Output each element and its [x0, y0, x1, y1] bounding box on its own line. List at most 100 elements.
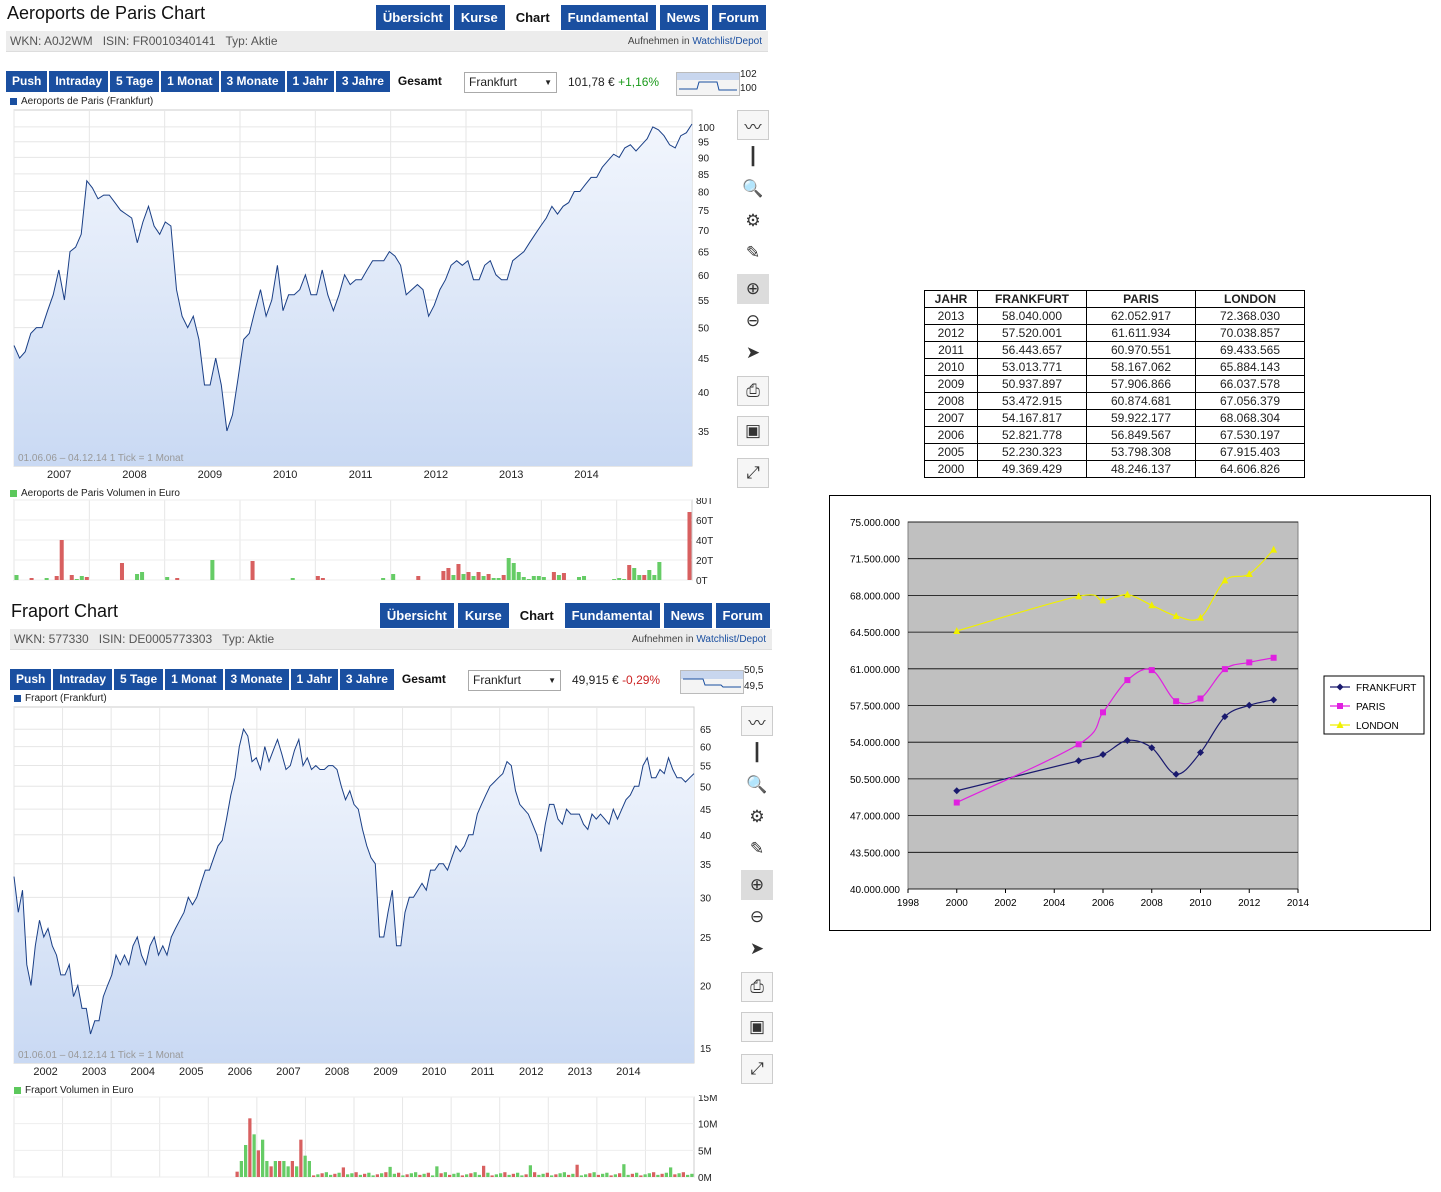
tab-chart[interactable]: Chart: [512, 603, 561, 628]
gears-icon[interactable]: ⚙: [749, 807, 765, 826]
bar-chart-icon[interactable]: ┃: [747, 147, 759, 166]
range-gesamt[interactable]: Gesamt: [391, 71, 448, 92]
bar-chart-icon[interactable]: ┃: [751, 743, 763, 762]
y-tick-label: 57.500.000: [850, 702, 900, 713]
range-push[interactable]: Push: [6, 71, 48, 92]
tab-news[interactable]: News: [663, 603, 712, 628]
pointer-icon[interactable]: ➤: [749, 939, 765, 958]
print-icon[interactable]: ⎙: [741, 972, 773, 1002]
expand-icon[interactable]: ⤢: [741, 1054, 773, 1084]
legend-label: FRANKFURT: [1356, 683, 1416, 694]
range-3-monate[interactable]: 3 Monate: [224, 669, 289, 690]
magnify-select-icon[interactable]: 🔍: [742, 179, 764, 198]
volume-bar: [307, 1161, 311, 1177]
data-point: [1148, 667, 1155, 674]
magnify-select-icon[interactable]: 🔍: [746, 775, 768, 794]
x-tick-label: 2000: [946, 898, 969, 909]
exchange-select[interactable]: Frankfurt ▼: [464, 72, 557, 93]
volume-bar: [562, 1172, 566, 1177]
tab-uebersicht[interactable]: Übersicht: [379, 603, 454, 628]
table-row: 2012 57.520.001 61.611.934 70.038.857: [924, 324, 1305, 342]
ruler-icon[interactable]: ✎: [749, 839, 765, 858]
range-3-jahre[interactable]: 3 Jahre: [335, 71, 390, 92]
y-tick-label: 35: [700, 860, 712, 871]
watchlist-link[interactable]: Watchlist/Depot: [692, 36, 762, 47]
tab-kurse[interactable]: Kurse: [453, 5, 505, 30]
range-5-tage[interactable]: 5 Tage: [114, 669, 164, 690]
save-icon[interactable]: ▣: [737, 416, 769, 446]
gears-icon[interactable]: ⚙: [745, 211, 761, 230]
volume-bar: [686, 1174, 690, 1177]
line-chart-icon[interactable]: 〰: [737, 110, 769, 140]
print-icon[interactable]: ⎙: [737, 376, 769, 406]
volume-bar: [494, 1174, 498, 1177]
x-tick-label: 2011: [349, 469, 373, 481]
tab-kurse[interactable]: Kurse: [457, 603, 509, 628]
data-point: [1245, 701, 1253, 709]
table-cell: 2013: [924, 307, 978, 325]
tab-fundamental[interactable]: Fundamental: [560, 5, 656, 30]
tab-news[interactable]: News: [659, 5, 708, 30]
range-1-jahr[interactable]: 1 Jahr: [290, 669, 338, 690]
security-info-bar: WKN: 577330 ISIN: DE0005773303 Typ: Akti…: [10, 629, 772, 650]
volume-bar: [14, 575, 19, 580]
range-gesamt[interactable]: Gesamt: [395, 669, 452, 690]
table-cell: 67.530.197: [1195, 426, 1305, 444]
ruler-icon[interactable]: ✎: [745, 243, 761, 262]
volume-bar: [451, 575, 456, 580]
volume-bar: [256, 1150, 260, 1177]
volume-bar: [551, 572, 556, 580]
zoom-in-icon[interactable]: ⊕: [741, 870, 773, 900]
column-header: PARIS: [1086, 290, 1196, 308]
range-3-jahre[interactable]: 3 Jahre: [339, 669, 394, 690]
tab-fundamental[interactable]: Fundamental: [564, 603, 660, 628]
volume-bar: [422, 1173, 426, 1177]
range-intraday[interactable]: Intraday: [53, 669, 113, 690]
volume-bar: [471, 576, 476, 580]
volume-bar: [652, 1172, 656, 1177]
x-tick-label: 2002: [33, 1066, 57, 1078]
volume-bar: [506, 558, 511, 580]
volume-bar: [441, 571, 446, 580]
volume-bar: [446, 568, 451, 580]
volume-bar: [643, 1174, 647, 1177]
price-chart: 35 40 45 50 55 60 65 70 75 80 85 90 95 100 01.06.06 – …: [13, 109, 715, 481]
range-5-tage[interactable]: 5 Tage: [110, 71, 160, 92]
zoom-out-icon[interactable]: ⊖: [745, 311, 761, 330]
range-1-jahr[interactable]: 1 Jahr: [286, 71, 334, 92]
range-push[interactable]: Push: [10, 669, 52, 690]
range-3-monate[interactable]: 3 Monate: [220, 71, 285, 92]
volume-bar: [312, 1175, 316, 1177]
pointer-icon[interactable]: ➤: [745, 343, 761, 362]
tab-uebersicht[interactable]: Übersicht: [375, 5, 450, 30]
y-tick-label: 60: [700, 743, 712, 754]
range-intraday[interactable]: Intraday: [49, 71, 109, 92]
price-line: [13, 727, 695, 1035]
line-chart-icon[interactable]: 〰: [741, 706, 773, 736]
y-tick-label: 50: [700, 782, 712, 793]
volume-bar: [346, 1174, 350, 1177]
table-cell: 69.433.565: [1195, 341, 1305, 359]
tab-chart[interactable]: Chart: [508, 5, 557, 30]
volume-bar: [69, 575, 74, 580]
range-1-monat[interactable]: 1 Monat: [161, 71, 219, 92]
save-icon[interactable]: ▣: [741, 1012, 773, 1042]
x-tick-label: 2010: [273, 469, 297, 481]
tab-forum[interactable]: Forum: [711, 5, 766, 30]
y-tick-label: 15: [700, 1044, 712, 1055]
watchlist-link[interactable]: Watchlist/Depot: [696, 634, 766, 645]
volume-bar: [465, 1174, 469, 1177]
range-1-monat[interactable]: 1 Monat: [165, 669, 223, 690]
table-row: 2013 58.040.000 62.052.917 72.368.030: [924, 307, 1305, 325]
y-tick-label: 85: [698, 170, 710, 181]
zoom-out-icon[interactable]: ⊖: [749, 907, 765, 926]
spark-low: 49,5: [744, 681, 764, 692]
tab-forum[interactable]: Forum: [715, 603, 770, 628]
table-cell: 66.037.578: [1195, 375, 1305, 393]
volume-bar: [657, 562, 662, 580]
zoom-in-icon[interactable]: ⊕: [737, 274, 769, 304]
volume-bar: [635, 1172, 639, 1177]
volume-bar: [473, 1172, 477, 1177]
expand-icon[interactable]: ⤢: [737, 458, 769, 488]
exchange-select[interactable]: Frankfurt ▼: [468, 670, 561, 691]
